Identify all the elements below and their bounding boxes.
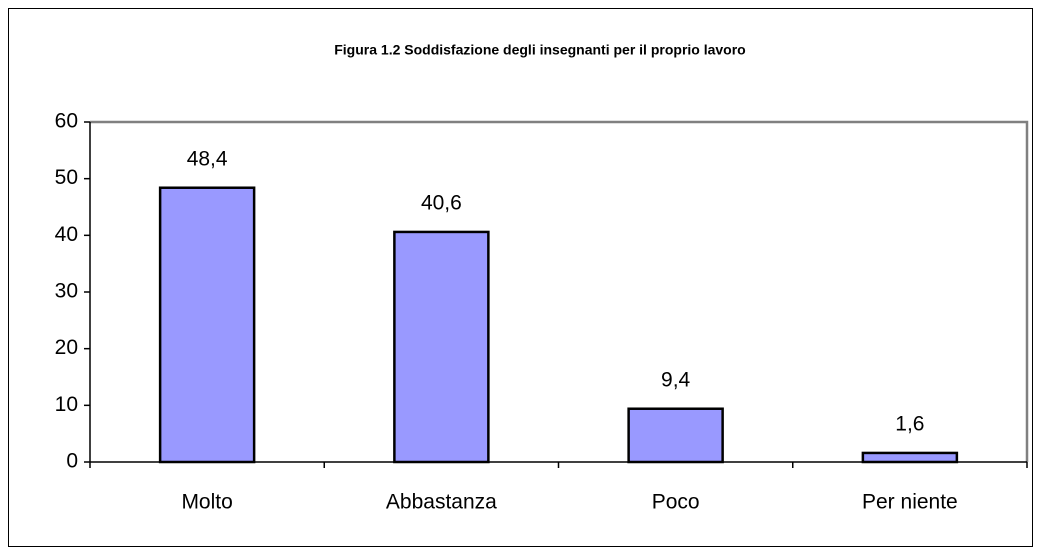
y-tick-label: 0 [66,450,78,473]
bar [861,451,959,464]
bar [393,230,490,464]
y-tick-label: 30 [55,280,78,303]
data-label: 9,4 [661,368,691,391]
x-tick-label: Poco [652,491,700,514]
data-label: 48,4 [187,147,228,170]
y-tick-label: 10 [55,393,78,416]
y-tick-label: 50 [55,166,78,189]
bar [627,407,724,464]
data-label: 40,6 [421,191,462,214]
data-label: 1,6 [895,412,924,435]
x-tick-label: Abbastanza [386,491,497,514]
y-tick-label: 20 [55,336,78,359]
x-tick-label: Per niente [862,491,958,514]
y-tick-label: 60 [55,110,78,133]
chart-title: Figura 1.2 Soddisfazione degli insegnant… [334,42,746,58]
x-tick-label: Molto [181,491,232,514]
plot-border [90,120,1029,462]
bar [158,186,256,464]
y-tick-label: 40 [55,223,78,246]
